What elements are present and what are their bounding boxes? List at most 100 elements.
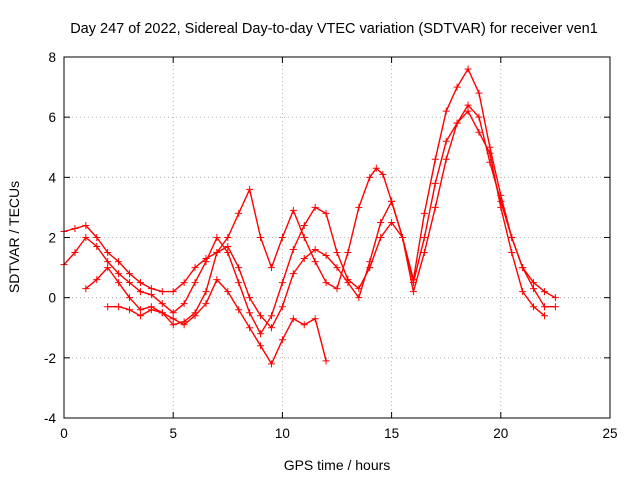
data-point (246, 185, 254, 193)
data-point (169, 315, 177, 323)
x-tick-label: 5 (169, 426, 177, 441)
data-point (540, 312, 548, 320)
data-point (126, 270, 134, 278)
data-point (115, 279, 123, 287)
data-point (158, 288, 166, 296)
data-point (311, 203, 319, 211)
data-point (300, 321, 308, 329)
data-point (202, 288, 210, 296)
data-point (278, 279, 286, 287)
data-point (224, 288, 232, 296)
data-point (147, 306, 155, 314)
y-tick-label: 2 (48, 231, 56, 246)
data-point (311, 258, 319, 266)
data-point (104, 303, 112, 311)
data-point (136, 288, 144, 296)
data-point (267, 360, 275, 368)
data-point (126, 294, 134, 302)
data-point (278, 234, 286, 241)
data-point (442, 155, 450, 163)
x-axis-label: GPS time / hours (284, 457, 391, 473)
data-point (126, 306, 134, 314)
data-point (420, 209, 428, 217)
data-point (508, 234, 516, 241)
data-point (508, 249, 516, 257)
data-point (202, 258, 210, 266)
series-track-1 (60, 65, 559, 302)
y-tick-label: 4 (48, 170, 56, 185)
x-tick-label: 25 (602, 426, 617, 441)
y-tick-label: 8 (48, 50, 56, 65)
data-point (246, 324, 254, 332)
data-point (333, 249, 341, 257)
data-point (235, 306, 243, 314)
data-point (169, 288, 177, 296)
data-point (257, 312, 265, 320)
data-point (486, 158, 494, 166)
x-tick-label: 10 (275, 426, 290, 441)
data-point (322, 279, 330, 287)
data-point (464, 65, 472, 73)
y-tick-label: 0 (48, 291, 56, 306)
data-point (202, 300, 210, 308)
data-point (355, 203, 363, 211)
data-point (278, 336, 286, 344)
data-point (104, 264, 112, 272)
data-point (71, 249, 79, 257)
data-point (379, 170, 387, 178)
data-point (169, 309, 177, 317)
data-point (93, 234, 101, 241)
data-point (453, 119, 461, 127)
data-point (409, 279, 417, 287)
data-point (82, 285, 90, 293)
data-point (388, 218, 396, 226)
data-point (372, 164, 380, 172)
data-point (104, 258, 112, 266)
data-point (257, 342, 265, 350)
data-point (333, 264, 341, 272)
data-point (431, 155, 439, 163)
data-series (60, 65, 559, 368)
data-point (267, 264, 275, 272)
data-point (267, 312, 275, 320)
data-point (115, 258, 123, 266)
data-point (115, 270, 123, 278)
data-point (147, 291, 155, 299)
chart-title: Day 247 of 2022, Sidereal Day-to-day VTE… (70, 21, 598, 37)
data-point (93, 243, 101, 251)
data-point (246, 309, 254, 317)
y-tick-label: -2 (44, 351, 56, 366)
data-point (311, 246, 319, 254)
data-point (126, 279, 134, 287)
data-point (333, 285, 341, 293)
data-point (224, 249, 232, 257)
data-point (136, 306, 144, 314)
data-point (344, 279, 352, 287)
data-point (289, 270, 297, 278)
data-point (136, 279, 144, 287)
data-point (235, 279, 243, 287)
data-point (257, 330, 265, 338)
data-point (213, 234, 221, 241)
data-point (224, 234, 232, 241)
data-point (431, 203, 439, 211)
y-tick-label: -4 (44, 411, 56, 426)
data-point (224, 243, 232, 251)
data-point (300, 255, 308, 263)
data-point (377, 218, 385, 226)
x-tick-label: 20 (493, 426, 508, 441)
data-point (191, 312, 199, 320)
data-point (497, 197, 505, 205)
data-point (540, 288, 548, 296)
data-point (289, 206, 297, 214)
data-point (322, 357, 330, 365)
data-point (530, 285, 538, 293)
data-point (93, 276, 101, 284)
data-point (104, 249, 112, 257)
data-point (464, 107, 472, 115)
data-point (519, 288, 527, 296)
data-point (136, 312, 144, 320)
data-point (366, 173, 374, 181)
axis-ticks: 0 5 10 15 20 25 -4 -2 0 2 4 6 8 (44, 50, 618, 441)
